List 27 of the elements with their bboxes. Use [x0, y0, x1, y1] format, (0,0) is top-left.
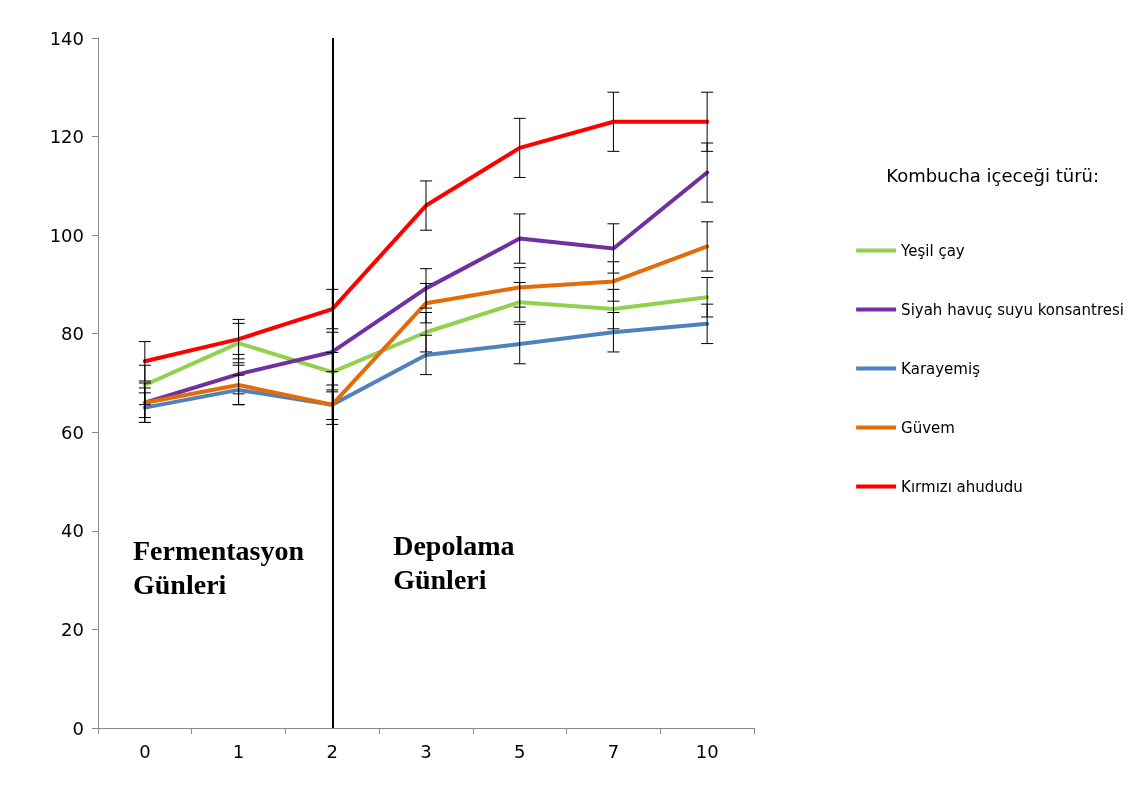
y-tick-label: 60: [61, 421, 84, 443]
line-series: [142, 321, 710, 410]
line-series: [142, 119, 710, 364]
x-tick-label: 7: [607, 740, 620, 762]
x-tick-label: 0: [139, 740, 151, 762]
y-tick-label: 140: [49, 27, 84, 49]
x-tick-label: 3: [420, 740, 432, 762]
line-series: [142, 244, 710, 407]
legend-label: Karayemiş: [901, 359, 981, 378]
x-tick-label: 10: [695, 740, 719, 762]
y-tick-label: 120: [49, 126, 84, 148]
y-tick-label: 0: [72, 717, 84, 739]
x-tick-label: 1: [232, 740, 245, 762]
annotation: Fermentasyon Günleri: [133, 534, 312, 600]
y-tick-label: 80: [61, 323, 84, 345]
legend-label: Güvem: [901, 418, 955, 437]
line-series: [142, 295, 710, 387]
y-tick-label: 40: [61, 520, 84, 542]
annotation: Depolama Günleri: [393, 529, 522, 595]
legend-label: Kırmızı ahududu: [901, 477, 1023, 496]
y-tick-label: 100: [49, 224, 84, 246]
x-tick-label: 2: [326, 740, 339, 762]
legend-title: Kombucha içeceği türü:: [886, 164, 1100, 186]
y-tick-label: 20: [61, 618, 84, 640]
legend-label: Yeşil çay: [900, 241, 965, 260]
x-tick-label: 5: [513, 740, 526, 762]
legend-label: Siyah havuç suyu konsantresi: [901, 300, 1125, 319]
